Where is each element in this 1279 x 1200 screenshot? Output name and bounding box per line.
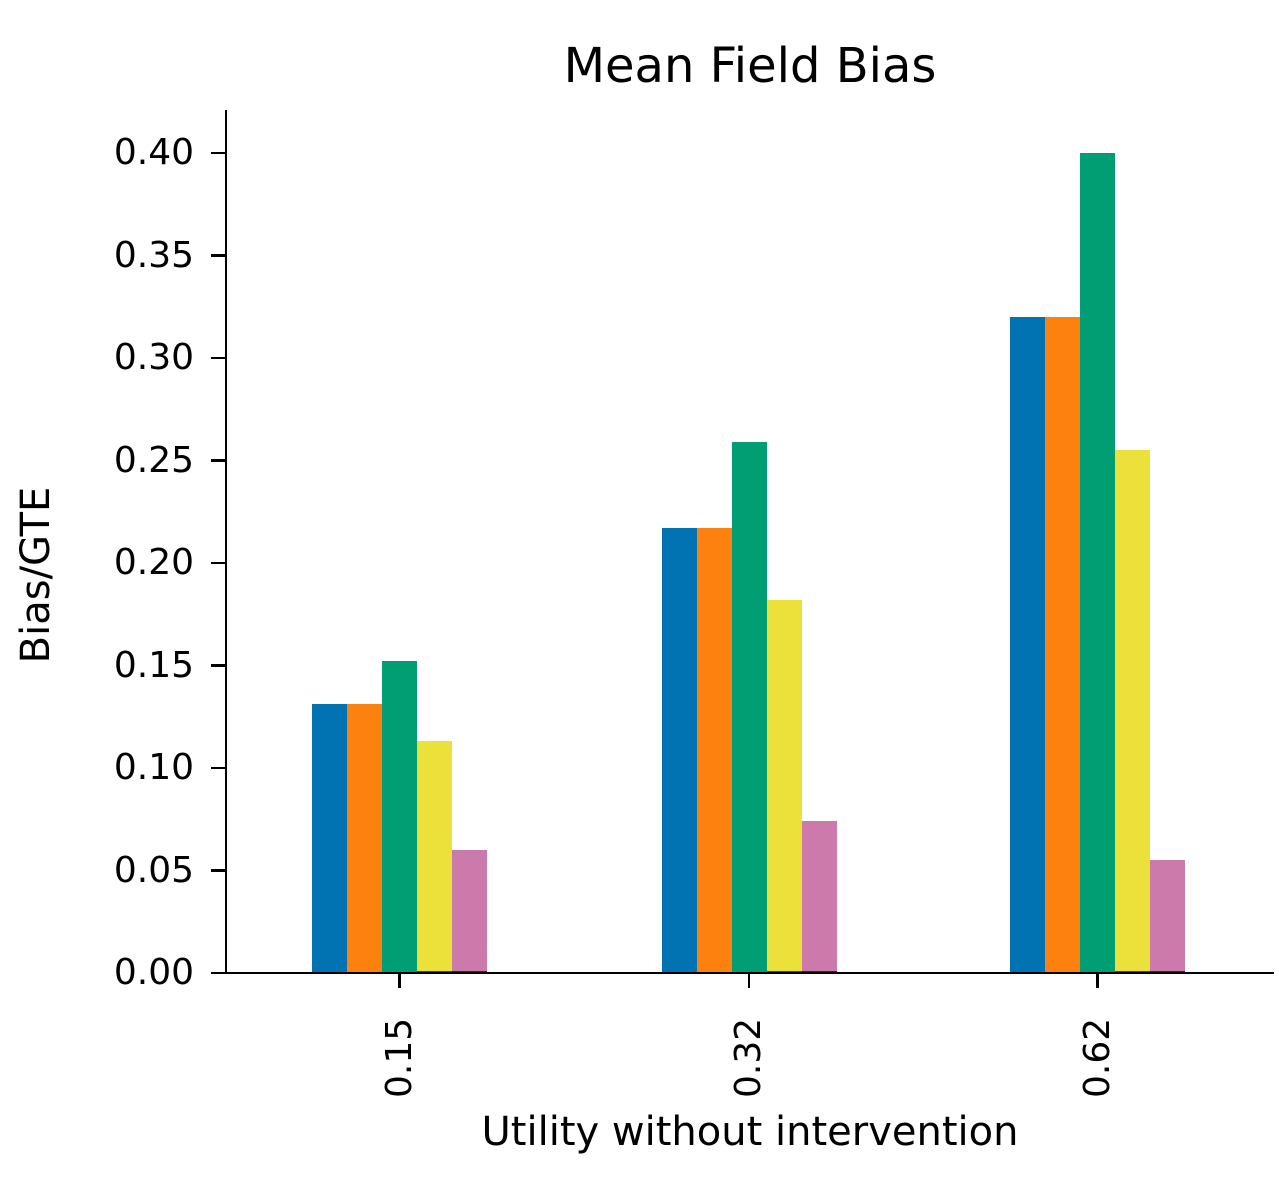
bar-blue-group1 — [312, 704, 347, 973]
y-tick-label-0.20: 0.20 — [113, 542, 194, 583]
bar-orange-group2 — [696, 528, 732, 973]
x-tick-label-0.32: 0.32 — [728, 1017, 769, 1098]
bar-green-group3 — [1080, 153, 1115, 973]
y-tick-label-0.40: 0.40 — [113, 132, 194, 173]
y-tickmark-0.25 — [210, 459, 225, 462]
bar-yellow-group1 — [417, 741, 452, 973]
y-tick-label-0.35: 0.35 — [113, 234, 194, 276]
y-tickmark-0.10 — [210, 766, 225, 770]
y-tickmark-0.20 — [210, 561, 225, 565]
y-axis-spine — [224, 110, 228, 975]
x-tickmark-0.62 — [1096, 974, 1099, 989]
x-axis-label: Utility without intervention — [481, 1109, 1019, 1155]
y-tick-label-0.30: 0.30 — [113, 337, 194, 378]
bar-orange-group1 — [347, 704, 382, 973]
y-axis-label-text: Bias/GTE — [13, 486, 59, 664]
bar-pink-group1 — [452, 850, 487, 973]
x-tick-label-0.15: 0.15 — [378, 1017, 420, 1098]
y-tickmark-0.30 — [210, 356, 225, 360]
x-tickmark-0.32 — [747, 974, 751, 989]
y-tickmark-0.15 — [210, 664, 225, 667]
bar-blue-group3 — [1010, 317, 1045, 973]
bar-pink-group3 — [1150, 860, 1185, 973]
chart-title: Mean Field Bias — [563, 38, 937, 94]
y-tick-label-0.15: 0.15 — [113, 644, 194, 686]
y-tick-label-0.00: 0.00 — [113, 952, 194, 993]
bar-pink-group2 — [801, 821, 837, 973]
bar-orange-group3 — [1045, 317, 1080, 973]
x-tickmark-0.15 — [398, 974, 401, 989]
y-tickmark-0.05 — [210, 869, 225, 872]
x-tick-label-0.62: 0.62 — [1076, 1017, 1118, 1098]
x-axis-spine — [222, 971, 1274, 975]
y-tick-label-0.25: 0.25 — [113, 439, 194, 481]
y-tickmark-0.00 — [210, 971, 225, 975]
bar-green-group2 — [731, 442, 767, 973]
y-tickmark-0.40 — [210, 151, 225, 155]
bar-yellow-group2 — [766, 599, 802, 973]
y-tickmark-0.35 — [210, 254, 225, 257]
bar-blue-group2 — [661, 528, 697, 973]
y-tick-label-0.10: 0.10 — [113, 747, 194, 788]
bar-yellow-group3 — [1115, 450, 1150, 973]
bar-green-group1 — [382, 661, 417, 973]
y-tick-label-0.05: 0.05 — [113, 849, 194, 891]
